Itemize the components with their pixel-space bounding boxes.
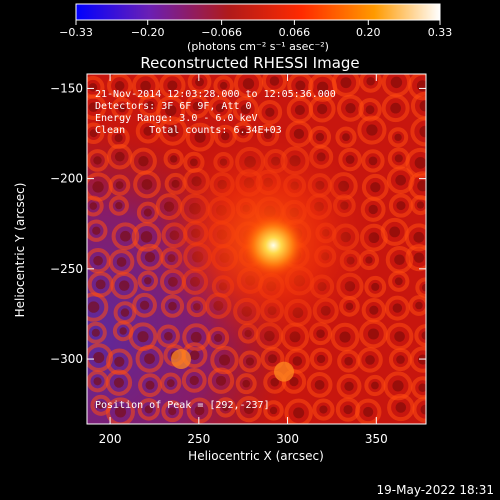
- x-tick-label: 300: [276, 432, 299, 446]
- colorbar-tick-label: −0.20: [131, 26, 165, 39]
- peak-position-label: Position of Peak = [292,-237]: [95, 400, 270, 411]
- footer-date: 19-May-2022 18:31: [377, 483, 494, 497]
- y-tick-label: −300: [50, 352, 83, 366]
- x-tick-label: 200: [99, 432, 122, 446]
- colorbar: [75, 3, 441, 21]
- colorbar-tick-label: −0.066: [201, 26, 242, 39]
- y-tick-label: −250: [50, 262, 83, 276]
- colorbar-tick-label: −0.33: [59, 26, 93, 39]
- plot-frame: [86, 73, 427, 425]
- colorbar-tick-label: 0.066: [279, 26, 311, 39]
- colorbar-tick-label: 0.33: [428, 26, 453, 39]
- peak-source: [241, 213, 306, 278]
- info-line-detectors: Detectors: 3F 6F 9F, Att 0: [95, 101, 252, 112]
- colorbar-unit-label: (photons cm⁻² s⁻¹ asec⁻²): [187, 40, 329, 53]
- info-line-clean: Clean Total counts: 6.34E+03: [95, 125, 282, 136]
- y-tick-label: −200: [50, 172, 83, 186]
- info-line-time: 21-Nov-2014 12:03:28.000 to 12:05:36.000: [95, 89, 336, 100]
- x-tick-label: 350: [365, 432, 388, 446]
- observation-info: 21-Nov-2014 12:03:28.000 to 12:05:36.000…: [95, 89, 336, 411]
- info-line-energy: Energy Range: 3.0 - 6.0 keV: [95, 113, 258, 124]
- y-tick-label: −150: [50, 81, 83, 95]
- y-axis-label: Heliocentric Y (arcsec): [13, 183, 27, 318]
- chart-title: Reconstructed RHESSI Image: [140, 54, 359, 72]
- y-axis: −150 −200 −250 −300: [50, 81, 426, 366]
- secondary-source: [274, 361, 295, 382]
- secondary-source: [171, 349, 192, 370]
- x-tick-label: 250: [187, 432, 210, 446]
- heatmap-image: [87, 74, 426, 424]
- x-axis-label: Heliocentric X (arcsec): [188, 449, 324, 463]
- x-axis: 200 250 300 350: [99, 74, 388, 446]
- colorbar-ticks: −0.33 −0.20 −0.066 0.066 0.20 0.33: [59, 20, 452, 39]
- colorbar-tick-label: 0.20: [356, 26, 381, 39]
